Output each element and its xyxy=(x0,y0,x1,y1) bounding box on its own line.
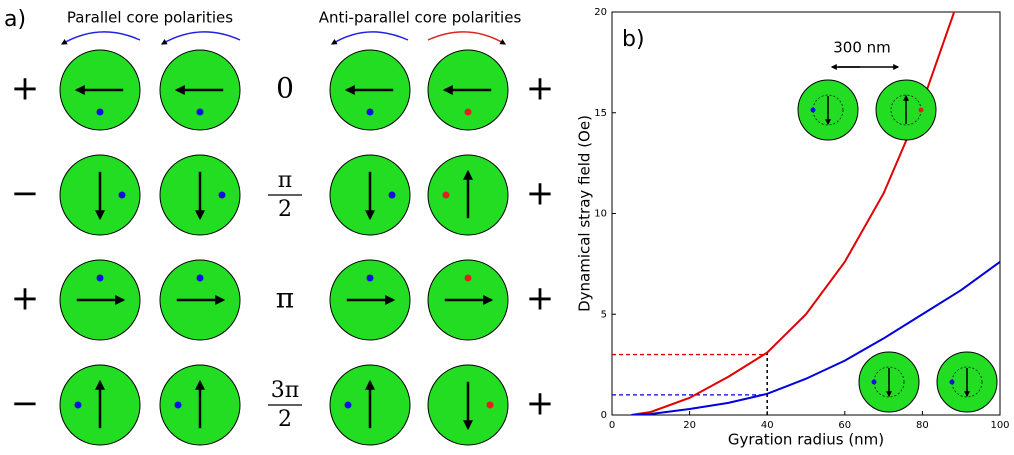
polarity-sign: + xyxy=(526,174,555,214)
vortex-core xyxy=(74,401,82,409)
vortex-core xyxy=(96,108,104,116)
y-tick-label: 10 xyxy=(594,209,607,220)
vortex-core xyxy=(96,274,104,282)
y-axis-label: Dynamical stray field (Oe) xyxy=(576,115,594,312)
vortex-core xyxy=(442,191,450,199)
data-line xyxy=(631,261,1000,415)
x-tick-label: 0 xyxy=(609,420,615,431)
phase-denominator: 2 xyxy=(278,407,292,432)
rotation-arrows xyxy=(60,31,507,45)
vortex-core xyxy=(464,108,472,116)
polarity-sign: + xyxy=(526,69,555,109)
x-tick-label: 80 xyxy=(916,420,929,431)
x-tick-label: 60 xyxy=(838,420,851,431)
vortex-core xyxy=(344,401,352,409)
data-line xyxy=(631,12,956,415)
vortex-core xyxy=(366,274,374,282)
column-title: Anti-parallel core polarities xyxy=(319,9,522,27)
panel-label: b) xyxy=(622,27,645,52)
y-tick-label: 0 xyxy=(601,410,607,421)
chart: 0 20 40 60 80 100 0 5 10 15 20 Gyration radius (nm)… xyxy=(576,7,1010,449)
y-tick-label: 20 xyxy=(594,7,607,18)
vortex-core xyxy=(388,191,396,199)
phase-denominator: 2 xyxy=(278,197,292,222)
polarity-sign: + xyxy=(526,279,555,319)
vortex-core xyxy=(174,401,182,409)
phase-label: 0 xyxy=(276,72,294,105)
panel-label: a) xyxy=(4,7,26,32)
polarity-sign: + xyxy=(11,279,40,319)
x-tick-label: 100 xyxy=(990,420,1009,431)
phase-numerator: π xyxy=(278,168,292,193)
vortex-core xyxy=(810,107,816,113)
core-orbit xyxy=(951,366,983,398)
x-tick-label: 40 xyxy=(761,420,774,431)
polarity-sign: − xyxy=(11,384,40,424)
vortex-core xyxy=(871,379,877,385)
polarity-sign: − xyxy=(11,174,40,214)
disk-grid: + +0 − + π 2 + + π − +3π 2 xyxy=(11,49,555,446)
phase-label: π xyxy=(276,282,294,315)
x-tick-label: 20 xyxy=(683,420,696,431)
column-title: Parallel core polarities xyxy=(67,9,233,27)
y-tick-label: 15 xyxy=(594,108,607,119)
vortex-core xyxy=(218,191,226,199)
vortex-core xyxy=(486,401,494,409)
vortex-core xyxy=(949,379,955,385)
vortex-core xyxy=(366,108,374,116)
core-orbit xyxy=(873,366,905,398)
scale-label: 300 nm xyxy=(833,39,891,57)
vortex-core xyxy=(196,108,204,116)
core-orbit xyxy=(812,94,844,126)
vortex-core xyxy=(118,191,126,199)
x-axis-label: Gyration radius (nm) xyxy=(728,431,884,449)
polarity-sign: + xyxy=(11,69,40,109)
y-tick-label: 5 xyxy=(601,309,607,320)
vortex-core xyxy=(464,274,472,282)
vortex-core xyxy=(918,107,924,113)
vortex-core xyxy=(196,274,204,282)
phase-numerator: 3π xyxy=(271,378,299,403)
polarity-sign: + xyxy=(526,384,555,424)
